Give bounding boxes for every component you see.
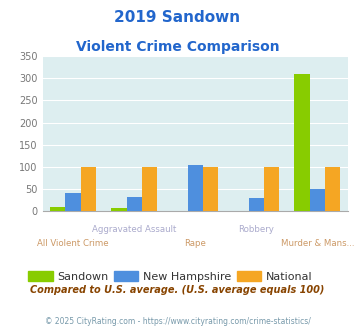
Text: © 2025 CityRating.com - https://www.cityrating.com/crime-statistics/: © 2025 CityRating.com - https://www.city… (45, 317, 310, 326)
Text: Robbery: Robbery (238, 225, 274, 234)
Bar (50, 207, 66, 211)
Text: Compared to U.S. average. (U.S. average equals 100): Compared to U.S. average. (U.S. average … (30, 285, 325, 295)
Bar (248, 198, 264, 211)
Text: Aggravated Assault: Aggravated Assault (92, 225, 176, 234)
Bar (111, 208, 126, 211)
Bar (188, 165, 203, 211)
Bar (126, 197, 142, 211)
Bar (294, 74, 310, 211)
Bar (142, 167, 157, 211)
Bar (81, 167, 96, 211)
Text: All Violent Crime: All Violent Crime (37, 239, 109, 248)
Bar (203, 167, 218, 211)
Bar (66, 193, 81, 211)
Text: Rape: Rape (184, 239, 206, 248)
Bar (264, 167, 279, 211)
Bar (325, 167, 340, 211)
Text: 2019 Sandown: 2019 Sandown (114, 10, 241, 25)
Text: Violent Crime Comparison: Violent Crime Comparison (76, 40, 279, 53)
Legend: Sandown, New Hampshire, National: Sandown, New Hampshire, National (24, 266, 317, 286)
Text: Murder & Mans...: Murder & Mans... (280, 239, 354, 248)
Bar (310, 189, 325, 211)
